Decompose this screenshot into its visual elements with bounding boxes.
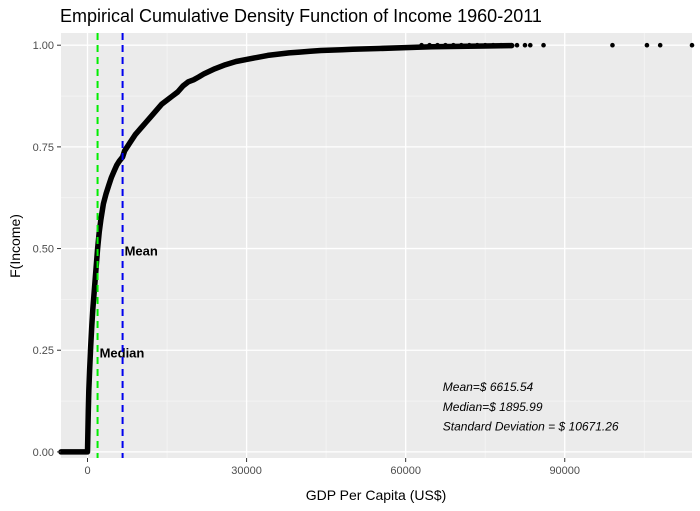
x-tick-label: 30000	[231, 465, 262, 477]
y-tick-label: 0.75	[33, 142, 54, 154]
x-axis-title: GDP Per Capita (US$)	[306, 487, 447, 503]
stats-annotation: Median=$ 1895.99	[443, 400, 543, 414]
grid-layer	[61, 33, 692, 458]
ecdf-point	[490, 42, 496, 48]
ecdf-point	[466, 42, 472, 48]
stats-annotation: Standard Deviation = $ 10671.26	[443, 420, 619, 434]
annotation-layer: Mean=$ 6615.54 Median=$ 1895.99 Standard D…	[443, 380, 619, 434]
y-tick-label: 0.25	[33, 345, 54, 357]
ecdf-point	[509, 42, 515, 48]
y-tick-label: 1.00	[33, 40, 54, 52]
ecdf-point	[482, 42, 488, 48]
mean-line-label: Mean	[125, 244, 158, 259]
stats-annotation: Mean=$ 6615.54	[443, 380, 534, 394]
ecdf-point	[522, 42, 528, 48]
ecdf-point	[527, 42, 533, 48]
x-tick-label: 0	[84, 465, 90, 477]
x-axis-ticks: 0 30000 60000 90000	[84, 458, 580, 477]
curve-layer	[58, 42, 695, 455]
ecdf-point	[610, 42, 615, 48]
y-axis-ticks: 0.00 0.25 0.50 0.75 1.00	[33, 40, 61, 459]
y-axis-title: F(Income)	[7, 214, 23, 278]
ecdf-point	[644, 42, 650, 48]
ecdf-point	[498, 42, 504, 48]
x-tick-label: 90000	[549, 465, 580, 477]
ecdf-point	[435, 42, 440, 48]
y-tick-label: 0.00	[33, 447, 54, 459]
ecdf-point	[474, 42, 480, 48]
ecdf-curve	[58, 42, 515, 455]
ecdf-point	[657, 42, 663, 48]
y-tick-label: 0.50	[33, 244, 54, 256]
ecdf-point	[459, 42, 464, 48]
median-line-label: Median	[100, 345, 145, 360]
ecdf-point	[514, 42, 520, 48]
ecdf-point	[541, 42, 546, 48]
ecdf-point	[451, 42, 456, 48]
ecdf-point	[427, 42, 432, 48]
ecdf-point	[443, 42, 448, 48]
ecdf-point	[419, 42, 424, 48]
x-tick-label: 60000	[390, 465, 421, 477]
ecdf-point	[689, 42, 695, 48]
chart-title: Empirical Cumulative Density Function of…	[60, 6, 542, 26]
reference-lines: Median Mean	[96, 33, 158, 458]
